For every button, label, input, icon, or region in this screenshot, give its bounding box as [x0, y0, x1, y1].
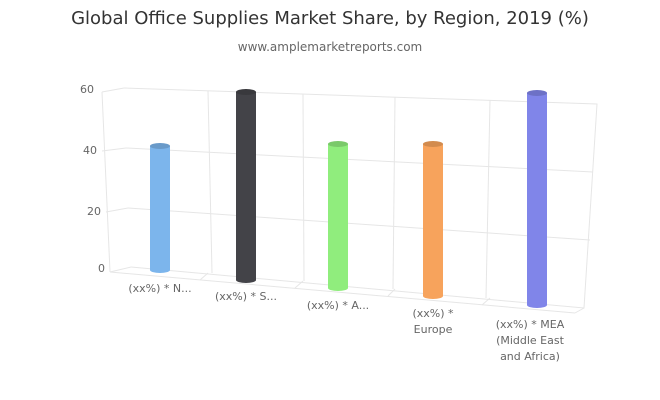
bar-top	[527, 90, 547, 96]
gridline-20-side	[105, 207, 129, 213]
left-wall-front-edge	[101, 91, 111, 273]
gridline-v2	[302, 93, 305, 282]
gridline-40	[125, 147, 594, 173]
gridline-v4	[485, 99, 491, 299]
x-tick-label: (xx%) * Europe	[412, 307, 454, 336]
bar[interactable]	[527, 90, 547, 308]
floor-divider-3	[387, 288, 396, 297]
y-tick-label: 20	[87, 205, 101, 218]
bar[interactable]	[328, 141, 348, 291]
floor-left-edge	[109, 266, 132, 273]
bar-top	[150, 143, 170, 149]
chart-title: Global Office Supplies Market Share, by …	[71, 8, 589, 29]
floor-front-edge	[109, 271, 576, 314]
chart-subtitle: www.amplemarketreports.com	[237, 40, 423, 54]
bar-body	[236, 92, 256, 283]
bar-top	[328, 141, 348, 147]
bar-top	[423, 141, 443, 147]
x-tick-label: (xx%) * MEA (Middle East and Africa)	[496, 318, 565, 363]
x-tick-label-line: (xx%) *	[412, 307, 454, 320]
y-tick-label: 40	[83, 144, 97, 157]
gridline-20	[127, 207, 591, 241]
x-tick-label-line: (Middle East	[496, 334, 565, 347]
bar[interactable]	[423, 141, 443, 299]
x-tick-label: (xx%) * N...	[128, 282, 191, 295]
chart-grid	[101, 87, 598, 314]
x-tick-label-line: (xx%) * S...	[215, 290, 277, 303]
floor-divider-1	[199, 272, 209, 281]
gridline-40-side	[101, 147, 127, 152]
bar-body	[150, 146, 170, 273]
x-tick-label-line: Europe	[414, 323, 453, 336]
floor-right-edge	[574, 307, 585, 314]
back-wall-frame	[123, 87, 598, 309]
bar[interactable]	[150, 143, 170, 273]
x-tick-label: (xx%) * S...	[215, 290, 277, 303]
y-tick-label: 0	[98, 262, 105, 275]
bar-body	[423, 144, 443, 299]
gridline-v3	[392, 96, 396, 290]
x-tick-label-line: (xx%) * N...	[128, 282, 191, 295]
bar-body	[527, 93, 547, 308]
bar-top	[236, 89, 256, 95]
gridline-v1	[207, 90, 213, 274]
floor-divider-2	[294, 280, 304, 289]
floor-divider-4	[481, 297, 491, 306]
bar[interactable]	[236, 89, 256, 283]
bar-body	[328, 144, 348, 291]
y-axis: 0 20 40 60	[80, 83, 105, 275]
x-axis: (xx%) * N... (xx%) * S... (xx%) * A... (xx%…	[128, 282, 564, 363]
bar-series	[150, 89, 547, 308]
x-tick-label-line: (xx%) * MEA	[496, 318, 565, 331]
left-wall-top-edge	[101, 87, 125, 93]
x-tick-label-line: (xx%) * A...	[307, 299, 369, 312]
x-tick-label: (xx%) * A...	[307, 299, 369, 312]
y-tick-label: 60	[80, 83, 94, 96]
x-tick-label-line: and Africa)	[500, 350, 560, 363]
